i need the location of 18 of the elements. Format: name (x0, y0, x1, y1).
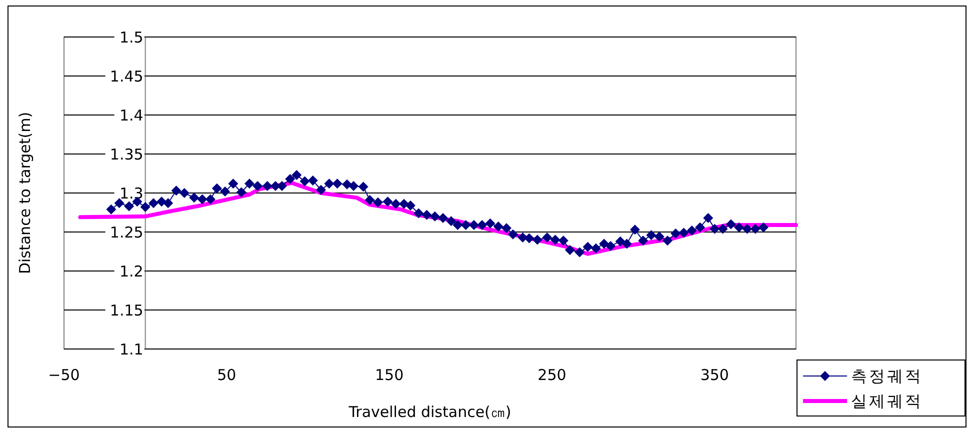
y-tick-label: 1.35 (110, 145, 144, 164)
y-tick-label: 1.25 (110, 223, 144, 242)
y-tick-label: 1.4 (119, 106, 144, 124)
x-tick-label: −50 (48, 366, 80, 384)
legend-label: 측정궤적 (851, 366, 923, 386)
y-tick-label: 1.5 (119, 28, 144, 46)
x-tick-label: 150 (375, 366, 404, 384)
y-tick-label: 1.45 (110, 67, 144, 86)
x-tick-label: 50 (217, 366, 236, 384)
y-axis-title: Distance to target(m) (16, 112, 34, 274)
x-axis-title: Travelled distance(㎝) (348, 403, 512, 421)
y-tick-label: 1.2 (119, 262, 144, 280)
x-tick-label: 350 (700, 366, 729, 384)
y-tick-label: 1.1 (119, 340, 144, 358)
legend-label: 실제궤적 (851, 392, 923, 411)
y-tick-label: 1.15 (110, 301, 144, 320)
x-tick-label: 250 (538, 366, 566, 384)
y-tick-label: 1.3 (119, 184, 144, 202)
